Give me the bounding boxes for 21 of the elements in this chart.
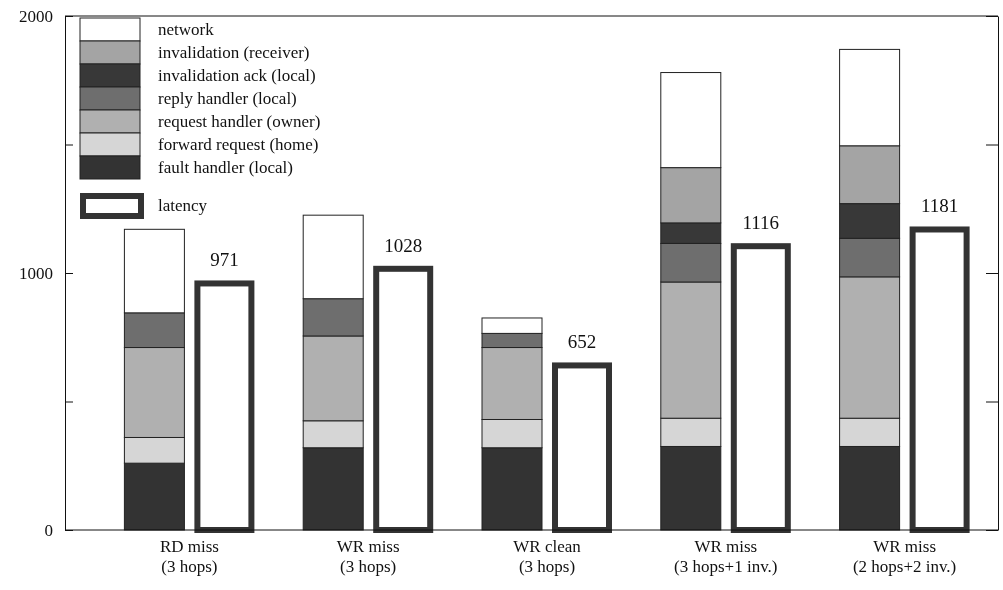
x-tick-label: WR miss (2 hops+2 inv.) <box>852 537 957 576</box>
data-label: 652 <box>567 331 597 353</box>
y-tick-label: 0 <box>44 520 53 540</box>
legend-label: forward request (home) <box>158 135 319 154</box>
data-label: 1116 <box>742 212 780 234</box>
legend-label: latency <box>158 196 208 215</box>
y-tick-label: 1000 <box>19 263 53 283</box>
x-tick-label: WR clean (3 hops) <box>513 537 582 576</box>
y-tick-label: 2000 <box>19 6 53 26</box>
legend-label: network <box>158 20 215 39</box>
legend-label: fault handler (local) <box>158 158 293 177</box>
legend-label: invalidation (receiver) <box>158 43 310 62</box>
legend-label: reply handler (local) <box>158 89 297 108</box>
data-label: 971 <box>210 249 239 271</box>
legend-label: invalidation ack (local) <box>158 66 316 85</box>
legend-label: request handler (owner) <box>158 112 321 131</box>
x-tick-label: RD miss (3 hops) <box>159 537 219 576</box>
x-tick-label: WR miss (3 hops+1 inv.) <box>674 537 778 576</box>
data-label: 1028 <box>384 234 423 256</box>
x-tick-label: WR miss (3 hops) <box>336 537 400 576</box>
data-label: 1181 <box>920 195 959 217</box>
